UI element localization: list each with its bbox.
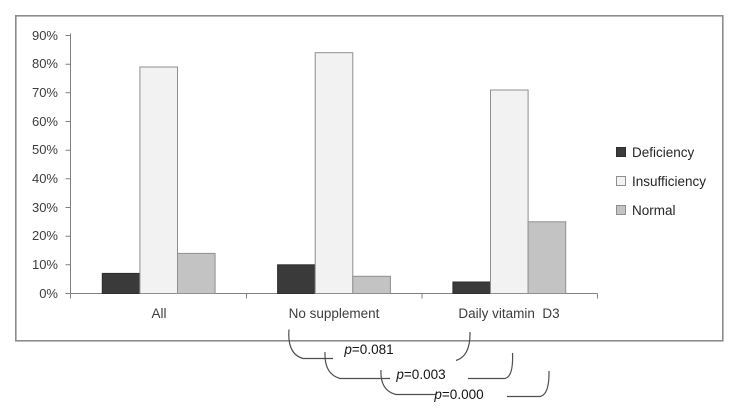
y-tick-label-80: 80% bbox=[31, 56, 58, 71]
y-tick-label-40: 40% bbox=[31, 171, 58, 186]
legend-item-insufficiency: Insufficiency bbox=[616, 170, 706, 192]
y-tick-label-70: 70% bbox=[31, 85, 58, 100]
legend-item-normal: Normal bbox=[616, 199, 676, 221]
bar-no-supplement-deficiency bbox=[277, 264, 316, 294]
p-value-label-1: p=0.081 bbox=[344, 342, 393, 357]
p-bracket-1 bbox=[288, 329, 471, 362]
y-tick-label-60: 60% bbox=[31, 114, 58, 129]
p-value-var-1: p bbox=[344, 342, 352, 357]
p-value-var-2: p bbox=[396, 367, 404, 382]
p-value-rest-1: =0.081 bbox=[351, 342, 394, 357]
y-tick-label-20: 20% bbox=[31, 228, 58, 243]
x-category-label-daily-vitamin-d3: Daily vitamin D3 bbox=[458, 306, 560, 321]
bar-daily-vitamin-d3-insufficiency bbox=[490, 89, 529, 294]
p-value-label-3: p=0.000 bbox=[434, 387, 483, 402]
legend-label-normal: Normal bbox=[632, 202, 676, 218]
legend-swatch-deficiency bbox=[616, 147, 626, 157]
bar-all-normal bbox=[177, 252, 216, 294]
p-value-var-3: p bbox=[434, 387, 442, 402]
chart-frame-border bbox=[15, 15, 724, 342]
p-value-rest-3: =0.000 bbox=[441, 387, 484, 402]
bar-no-supplement-normal bbox=[352, 275, 391, 294]
legend-item-deficiency: Deficiency bbox=[616, 141, 694, 163]
y-tick-label-10: 10% bbox=[31, 257, 58, 272]
y-axis-ticks bbox=[65, 35, 71, 294]
y-tick-label-0: 0% bbox=[39, 286, 58, 301]
p-value-label-2: p=0.003 bbox=[396, 367, 445, 382]
bar-all-insufficiency bbox=[139, 66, 178, 294]
y-tick-label-90: 90% bbox=[31, 28, 58, 43]
bar-all-deficiency bbox=[101, 272, 141, 294]
y-tick-label-30: 30% bbox=[31, 200, 58, 215]
x-axis-line bbox=[70, 293, 598, 299]
p-bracket-3 bbox=[380, 369, 550, 398]
bars-group bbox=[101, 52, 567, 295]
bar-daily-vitamin-d3-deficiency bbox=[452, 281, 491, 294]
p-brackets-group bbox=[288, 329, 550, 398]
p-bracket-2 bbox=[324, 351, 514, 380]
legend-swatch-normal bbox=[616, 205, 626, 215]
bar-no-supplement-insufficiency bbox=[314, 52, 354, 295]
x-category-label-no-supplement: No supplement bbox=[288, 306, 380, 321]
legend-label-insufficiency: Insufficiency bbox=[632, 173, 707, 189]
legend-swatch-insufficiency bbox=[616, 176, 626, 186]
bar-daily-vitamin-d3-normal bbox=[527, 221, 567, 294]
x-category-label-all: All bbox=[151, 306, 167, 321]
y-tick-label-50: 50% bbox=[31, 142, 58, 157]
p-value-rest-2: =0.003 bbox=[403, 367, 446, 382]
legend-label-deficiency: Deficiency bbox=[632, 144, 695, 160]
